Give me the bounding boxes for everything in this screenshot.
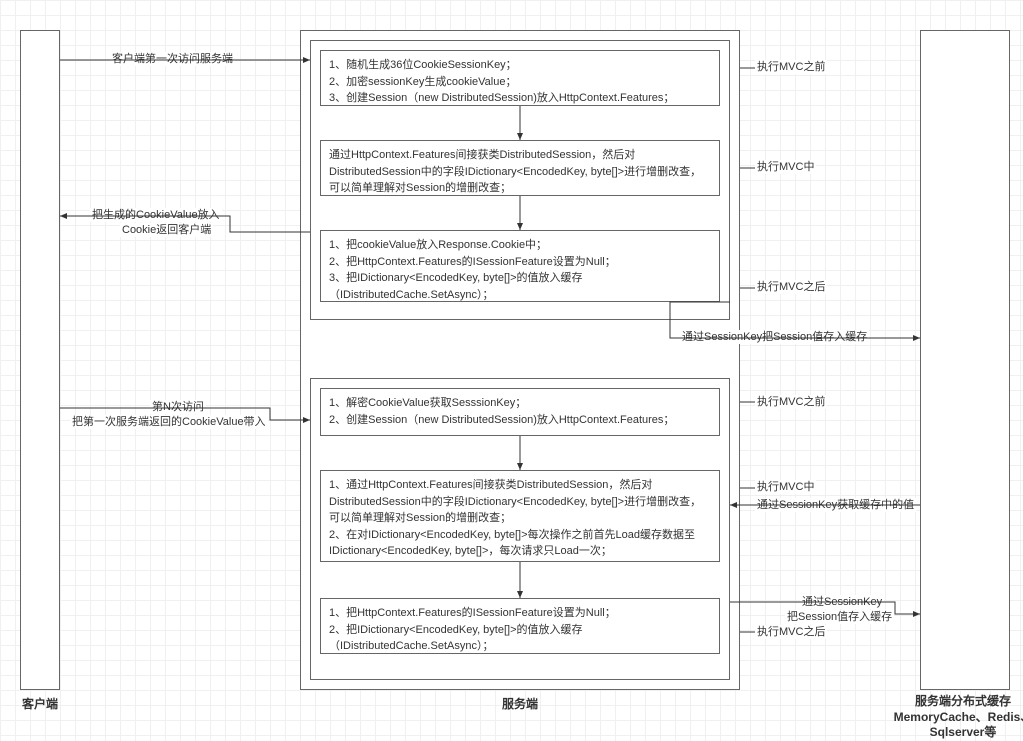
label-mvc-during-2: 执行MVC中	[755, 480, 816, 494]
group2-step3: 1、把HttpContext.Features的ISessionFeature设…	[320, 598, 720, 654]
label-first-visit: 客户端第一次访问服务端	[110, 52, 235, 66]
label-get-session: 通过SessionKey获取缓存中的值	[755, 498, 916, 512]
label-nth-visit-l2: 把第一次服务端返回的CookieValue带入	[70, 415, 268, 429]
cache-node	[920, 30, 1010, 690]
label-cookie-return-l1: 把生成的CookieValue放入	[90, 208, 222, 222]
label-store-session-1: 通过SessionKey把Session值存入缓存	[680, 330, 869, 344]
group2-step2: 1、通过HttpContext.Features间接获类DistributedS…	[320, 470, 720, 562]
group1-step3: 1、把cookieValue放入Response.Cookie中； 2、把Htt…	[320, 230, 720, 302]
label-mvc-after-1: 执行MVC之后	[755, 280, 827, 294]
label-store-session2-l2: 把Session值存入缓存	[785, 610, 894, 624]
group2-step1: 1、解密CookieValue获取SesssionKey； 2、创建Sessio…	[320, 388, 720, 436]
client-node	[20, 30, 60, 690]
client-title: 客户端	[15, 695, 65, 712]
label-mvc-during-1: 执行MVC中	[755, 160, 816, 174]
label-mvc-before-1: 执行MVC之前	[755, 60, 827, 74]
label-store-session2-l1: 通过SessionKey	[800, 595, 884, 609]
label-cookie-return-l2: Cookie返回客户端	[120, 223, 213, 237]
cache-title: 服务端分布式缓存 MemoryCache、Redis、 Sqlserver等	[888, 694, 1023, 741]
group1-step1: 1、随机生成36位CookieSessionKey； 2、加密sessionKe…	[320, 50, 720, 106]
label-nth-visit-l1: 第N次访问	[150, 400, 206, 414]
server-title: 服务端	[490, 695, 550, 712]
label-mvc-after-2: 执行MVC之后	[755, 625, 827, 639]
label-mvc-before-2: 执行MVC之前	[755, 395, 827, 409]
group1-step2: 通过HttpContext.Features间接获类DistributedSes…	[320, 140, 720, 196]
